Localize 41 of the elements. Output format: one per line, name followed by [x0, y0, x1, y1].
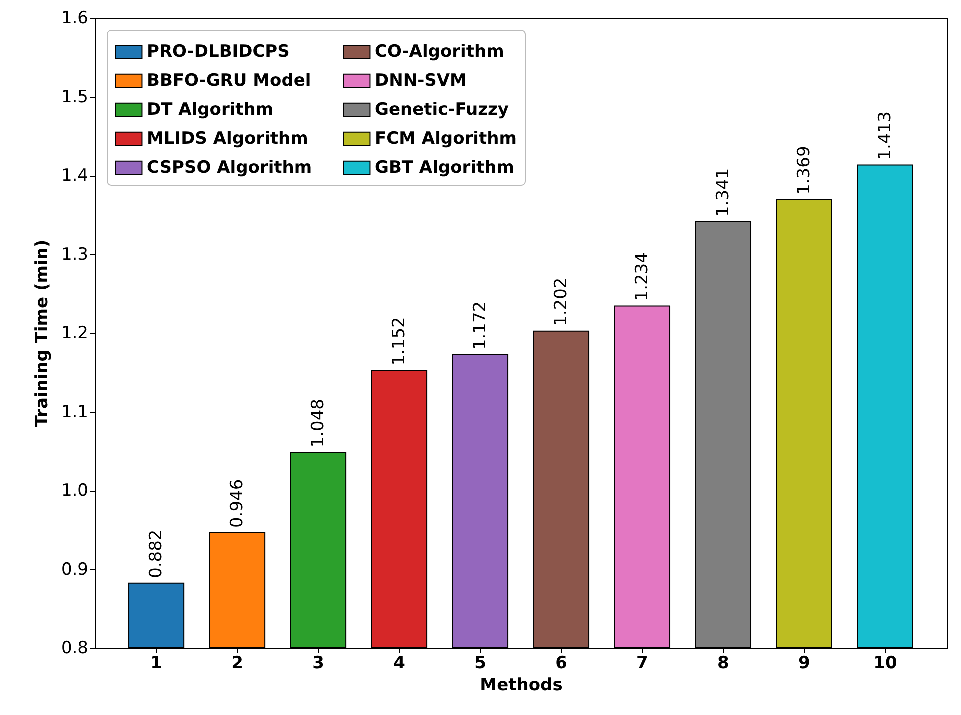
data-label: 1.172	[470, 301, 491, 350]
x-tick-label: 3	[312, 654, 324, 674]
data-label: 1.202	[551, 278, 572, 326]
y-tick-label: 1.1	[61, 402, 88, 422]
legend-label: GBT Algorithm	[375, 158, 514, 178]
x-tick-label: 5	[474, 654, 486, 674]
legend-label: CO-Algorithm	[375, 42, 504, 62]
x-tick-label: 6	[556, 654, 568, 674]
data-label: 1.234	[632, 252, 652, 302]
x-tick-label: 10	[874, 654, 898, 674]
x-axis-title: Methods	[480, 676, 563, 696]
legend-label: FCM Algorithm	[375, 129, 517, 149]
y-tick-label: 0.9	[61, 560, 88, 580]
x-tick-label: 4	[394, 654, 406, 674]
x-tick-label: 7	[636, 654, 648, 674]
x-tick-label: 1	[150, 654, 162, 674]
legend-label: BBFO-GRU Model	[147, 71, 312, 91]
y-axis-title: Training Time (min)	[32, 240, 52, 428]
data-label: 1.369	[794, 146, 814, 195]
data-label: 1.413	[875, 112, 896, 160]
legend-label: PRO-DLBIDCPS	[147, 42, 290, 62]
legend-label: MLIDS Algorithm	[147, 129, 308, 149]
y-tick-label: 1.0	[61, 481, 88, 501]
x-tick-label: 8	[718, 654, 730, 674]
legend-label: DNN-SVM	[375, 71, 467, 91]
legend-label: DT Algorithm	[147, 100, 274, 120]
y-tick-label: 1.3	[61, 244, 88, 265]
data-label: 1.341	[713, 168, 734, 217]
y-tick-label: 1.2	[61, 324, 88, 344]
data-label: 1.048	[308, 399, 329, 448]
data-label: 0.946	[228, 479, 248, 528]
y-tick-label: 1.5	[61, 87, 88, 108]
data-label: 1.152	[390, 317, 410, 366]
y-tick-label: 1.6	[61, 8, 88, 28]
x-tick-label: 9	[798, 654, 810, 674]
legend-label: CSPSO Algorithm	[147, 158, 312, 178]
y-tick-label: 0.8	[61, 638, 88, 658]
y-tick-label: 1.4	[61, 166, 88, 186]
x-tick-label: 2	[232, 654, 244, 674]
legend-label: Genetic-Fuzzy	[375, 100, 509, 120]
data-label: 0.882	[146, 530, 167, 578]
